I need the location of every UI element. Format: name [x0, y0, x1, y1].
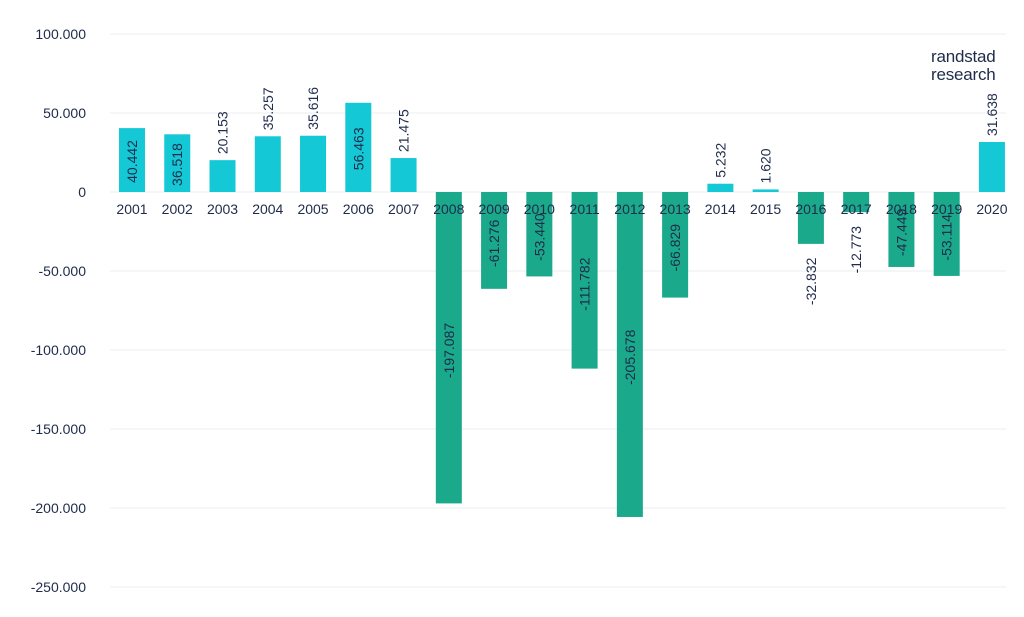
data-label: -197.087 [441, 323, 457, 378]
data-label: -61.276 [486, 219, 502, 267]
x-axis-tick-labels: 2001 2002 2003 2004 2005 2006 2007 2008 2009 2010… [116, 201, 1007, 217]
x-tick-label: 2004 [252, 201, 283, 217]
x-tick-label: 2020 [976, 201, 1007, 217]
bar-2015 [752, 189, 779, 192]
bar-2019 [933, 192, 960, 276]
y-tick-label: -50.000 [39, 263, 87, 279]
x-tick-label: 2019 [931, 201, 962, 217]
bar-2011 [571, 192, 598, 369]
y-tick-label: -250.000 [31, 579, 86, 595]
data-label: -12.773 [848, 226, 864, 274]
data-label: 56.463 [350, 127, 366, 170]
logo-line-2: research [931, 65, 996, 84]
data-label: 1.620 [758, 148, 774, 183]
data-label: -53.440 [531, 213, 547, 261]
bar-2013 [662, 192, 689, 298]
bar-2004 [254, 136, 281, 192]
bar-2007 [390, 158, 417, 192]
y-axis-tick-labels: 100.000 50.000 0 -50.000 -100.000 -150.000 -20… [31, 26, 86, 595]
data-labels: 40.442 36.518 20.153 35.257 35.616 56.463 21.4… [124, 87, 1000, 385]
bar-2020 [978, 142, 1005, 192]
data-label: 40.442 [124, 140, 140, 183]
bar-2003 [209, 160, 236, 192]
bar-2002 [164, 134, 191, 192]
data-label: 36.518 [169, 143, 185, 186]
data-label: 5.232 [712, 142, 728, 177]
y-tick-label: 0 [78, 184, 86, 200]
y-tick-label: -100.000 [31, 342, 86, 358]
bar-2018 [888, 192, 915, 267]
x-tick-label: 2003 [207, 201, 238, 217]
y-tick-label: -150.000 [31, 421, 86, 437]
bar-2005 [300, 135, 327, 192]
logo-line-1: randstad [931, 47, 996, 66]
bar-2008 [435, 192, 462, 504]
x-tick-label: 2006 [343, 201, 374, 217]
x-tick-label: 2016 [795, 201, 826, 217]
y-tick-label: -200.000 [31, 500, 86, 516]
bar-2009 [481, 192, 508, 289]
x-tick-label: 2014 [705, 201, 736, 217]
y-tick-label: 50.000 [43, 105, 86, 121]
data-label: -32.832 [803, 257, 819, 305]
bar-2017 [843, 192, 870, 213]
x-tick-label: 2009 [479, 201, 510, 217]
data-label: 20.153 [215, 111, 231, 154]
data-label: 21.475 [396, 109, 412, 152]
bar-2016 [797, 192, 824, 244]
bar-2001 [119, 128, 145, 192]
data-label: 31.638 [984, 93, 1000, 136]
x-tick-label: 2018 [886, 201, 917, 217]
x-tick-label: 2011 [570, 201, 600, 217]
bar-2012 [616, 192, 643, 517]
randstad-research-logo: randstad research [931, 48, 996, 84]
x-tick-label: 2013 [660, 201, 691, 217]
bar-2006 [345, 102, 372, 192]
x-tick-label: 2017 [841, 201, 872, 217]
data-label: -111.782 [577, 257, 593, 310]
data-label: -205.678 [622, 329, 638, 384]
data-label: -66.829 [667, 224, 683, 272]
x-tick-label: 2001 [116, 201, 147, 217]
x-tick-label: 2008 [433, 201, 464, 217]
bar-2014 [707, 183, 734, 192]
data-label: 35.616 [305, 87, 321, 130]
x-tick-label: 2002 [162, 201, 193, 217]
y-tick-label: 100.000 [35, 26, 86, 42]
x-tick-label: 2012 [614, 201, 645, 217]
x-tick-label: 2007 [388, 201, 419, 217]
x-tick-label: 2005 [297, 201, 328, 217]
data-label: 35.257 [260, 87, 276, 130]
bar-2010 [526, 192, 553, 277]
x-tick-label: 2015 [750, 201, 781, 217]
x-tick-label: 2010 [524, 201, 555, 217]
bars [119, 102, 1005, 517]
data-label: -47.449 [893, 208, 909, 256]
gridlines [110, 33, 1006, 588]
data-label: -53.114 [939, 214, 955, 261]
